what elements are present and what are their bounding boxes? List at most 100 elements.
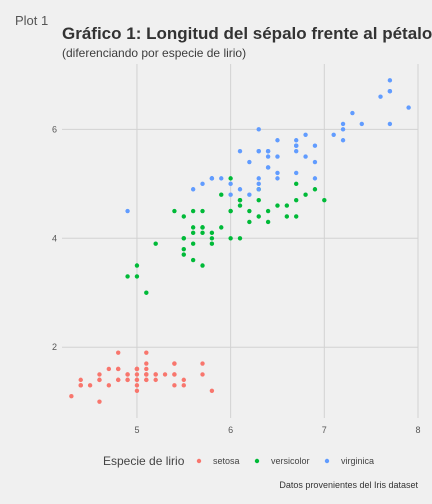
data-point-versicolor [200, 208, 205, 214]
data-point-versicolor [284, 203, 290, 208]
data-point-versicolor [322, 197, 327, 203]
data-point-versicolor [237, 197, 243, 203]
data-point-virginica [219, 176, 224, 181]
data-point-setosa [144, 372, 149, 377]
x-tick-label: 8 [415, 425, 420, 435]
data-point-setosa [125, 377, 130, 383]
data-point-virginica [294, 170, 299, 176]
legend-key-virginica [324, 458, 330, 464]
data-point-virginica [209, 176, 215, 181]
data-point-versicolor [219, 192, 224, 197]
data-point-setosa [69, 394, 74, 399]
data-point-versicolor [256, 214, 261, 219]
legend-title: Especie de lirio [103, 454, 185, 468]
data-point-versicolor [190, 241, 196, 246]
data-point-versicolor [294, 214, 299, 219]
data-point-versicolor [265, 208, 271, 214]
data-point-setosa [209, 388, 215, 393]
legend: Especie de lirio setosa versicolor virginic… [103, 454, 374, 468]
data-point-versicolor [153, 241, 158, 246]
data-point-versicolor [228, 176, 233, 181]
data-point-virginica [237, 148, 243, 154]
data-point-setosa [116, 366, 121, 372]
data-point-virginica [312, 159, 318, 165]
chart-subtitle: (diferenciando por especie de lirio) [62, 46, 247, 60]
data-point-virginica [265, 154, 271, 159]
data-point-setosa [134, 372, 140, 377]
data-point-versicolor [294, 197, 299, 203]
data-point-versicolor [200, 230, 205, 236]
data-point-virginica [350, 110, 355, 116]
data-point-versicolor [181, 246, 186, 252]
data-point-versicolor [190, 230, 196, 236]
data-point-virginica [406, 105, 411, 110]
legend-key-setosa [196, 458, 202, 464]
y-tick-label: 4 [52, 233, 57, 243]
x-axis-ticks: 5 6 7 8 [134, 425, 420, 435]
data-point-setosa [87, 383, 93, 388]
data-point-versicolor [134, 274, 140, 279]
data-point-versicolor [303, 192, 308, 197]
data-point-setosa [144, 350, 149, 355]
data-point-setosa [153, 377, 158, 383]
data-point-versicolor [172, 208, 177, 214]
data-point-virginica [190, 187, 196, 192]
legend-label-versicolor: versicolor [271, 456, 310, 466]
data-point-virginica [247, 192, 252, 197]
data-point-setosa [116, 350, 121, 355]
series-setosa [69, 350, 215, 404]
data-point-versicolor [200, 263, 205, 268]
chart-title: Gráfico 1: Longitud del sépalo frente al… [62, 24, 432, 43]
data-point-versicolor [294, 181, 299, 187]
data-point-versicolor [209, 241, 215, 246]
data-point-setosa [78, 383, 83, 388]
data-point-versicolor [312, 187, 318, 192]
series-versicolor [125, 176, 327, 295]
grid-lines [62, 64, 419, 418]
data-point-setosa [134, 388, 140, 393]
data-point-virginica [340, 121, 346, 127]
data-point-virginica [387, 121, 393, 127]
data-point-setosa [97, 372, 102, 377]
legend-label-setosa: setosa [213, 456, 240, 466]
data-point-virginica [200, 181, 205, 187]
data-point-virginica [256, 148, 261, 154]
data-point-versicolor [209, 230, 215, 236]
data-point-virginica [256, 176, 261, 181]
data-point-versicolor [265, 219, 271, 225]
x-tick-label: 7 [322, 425, 327, 435]
data-point-versicolor [190, 257, 196, 263]
chart-caption: Datos provenientes del Iris dataset [279, 480, 418, 490]
data-point-versicolor [190, 225, 196, 230]
legend-key-versicolor [254, 458, 260, 464]
data-point-virginica [303, 154, 308, 159]
data-point-setosa [134, 377, 140, 383]
data-point-virginica [387, 78, 393, 83]
data-point-setosa [106, 366, 112, 372]
data-point-virginica [256, 181, 261, 187]
data-point-virginica [265, 165, 271, 170]
data-point-virginica [265, 148, 271, 154]
data-point-virginica [256, 187, 261, 192]
data-point-setosa [172, 372, 177, 377]
data-point-virginica [387, 89, 393, 94]
y-tick-label: 2 [52, 342, 57, 352]
data-point-setosa [181, 377, 186, 383]
data-point-setosa [200, 372, 205, 377]
data-point-setosa [134, 383, 140, 388]
data-point-versicolor [228, 208, 233, 214]
data-point-virginica [331, 132, 336, 137]
data-point-virginica [294, 143, 299, 148]
data-point-virginica [340, 138, 346, 143]
data-point-virginica [312, 176, 318, 181]
data-point-setosa [106, 383, 112, 388]
data-point-setosa [116, 377, 121, 383]
data-point-virginica [275, 170, 280, 176]
data-point-versicolor [181, 252, 186, 257]
data-point-virginica [312, 143, 318, 148]
data-point-setosa [172, 361, 177, 366]
data-point-setosa [200, 361, 205, 366]
data-point-setosa [97, 377, 102, 383]
data-points [69, 78, 411, 404]
data-point-virginica [294, 138, 299, 143]
